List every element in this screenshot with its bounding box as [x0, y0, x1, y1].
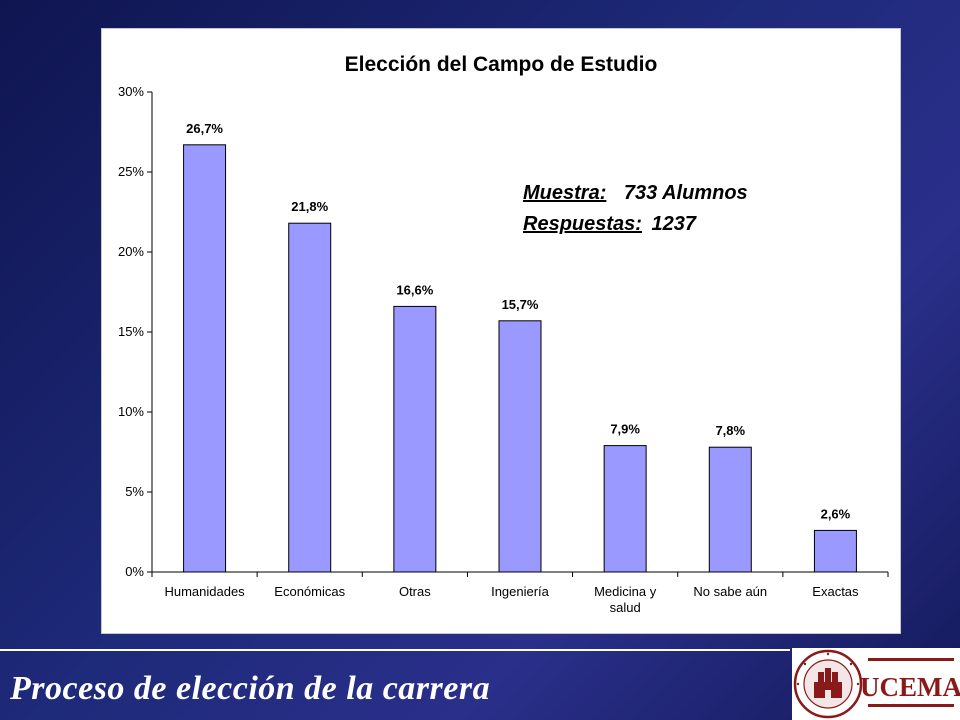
bar-4	[603, 445, 647, 573]
y-tick-label: 25%	[118, 164, 144, 179]
x-tick-label: No sabe aún	[693, 584, 767, 599]
responses-value: 1237	[652, 213, 697, 235]
ucema-logo: UCEMA	[792, 648, 960, 720]
bar-3	[498, 320, 542, 573]
x-tick-label: Otras	[399, 584, 431, 599]
y-tick-label: 15%	[118, 324, 144, 339]
x-tick-label: Medicina y	[594, 584, 657, 599]
footer-title: Proceso de elección de la carrera	[10, 670, 491, 707]
svg-text:Muestra: 733 Alumnos: Muestra: 733 Alumnos	[523, 182, 748, 204]
bar-6	[813, 529, 857, 573]
y-tick-label: 20%	[118, 244, 144, 259]
chart-panel: Elección del Campo de Estudio 0% 5% 10% 15%…	[101, 28, 901, 634]
bar-0	[183, 144, 227, 573]
y-tick-label: 0%	[125, 564, 144, 579]
y-tick-label: 5%	[125, 484, 144, 499]
university-seal-icon	[793, 649, 863, 719]
chart-axes: 0% 5% 10% 15% 20% 25% 30%	[118, 84, 889, 579]
x-tick-label: Ingeniería	[491, 584, 550, 599]
data-label: 7,9%	[610, 422, 640, 437]
data-label: 16,6%	[396, 282, 433, 297]
bar-chart: Elección del Campo de Estudio 0% 5% 10% 15%…	[118, 53, 889, 615]
x-tick-label: salud	[610, 600, 641, 615]
bar-5	[708, 446, 752, 573]
chart-labels: 26,7% Humanidades 21,8% Económicas 16,6% Otra…	[164, 121, 859, 615]
data-label: 26,7%	[186, 121, 223, 136]
y-tick-label: 10%	[118, 404, 144, 419]
chart-title: Elección del Campo de Estudio	[345, 53, 658, 76]
data-label: 2,6%	[821, 506, 851, 521]
chart-bars	[183, 144, 857, 573]
footer-divider	[0, 649, 790, 651]
sample-annotation: Muestra: 733 Alumnos Respuestas: 1237	[523, 182, 748, 235]
data-label: 15,7%	[502, 297, 539, 312]
bar-2	[393, 305, 437, 573]
sample-label: Muestra:	[523, 182, 606, 204]
svg-text:Respuestas: 1237: Respuestas: 1237	[523, 213, 697, 235]
logo-wordmark: UCEMA	[860, 672, 960, 702]
responses-label: Respuestas:	[523, 213, 642, 235]
x-tick-label: Económicas	[274, 584, 345, 599]
data-label: 7,8%	[715, 423, 745, 438]
sample-value: 733 Alumnos	[624, 182, 748, 204]
x-tick-label: Exactas	[812, 584, 859, 599]
bar-1	[288, 222, 332, 573]
data-label: 21,8%	[291, 199, 328, 214]
x-tick-label: Humanidades	[164, 584, 245, 599]
y-tick-label: 30%	[118, 84, 144, 99]
